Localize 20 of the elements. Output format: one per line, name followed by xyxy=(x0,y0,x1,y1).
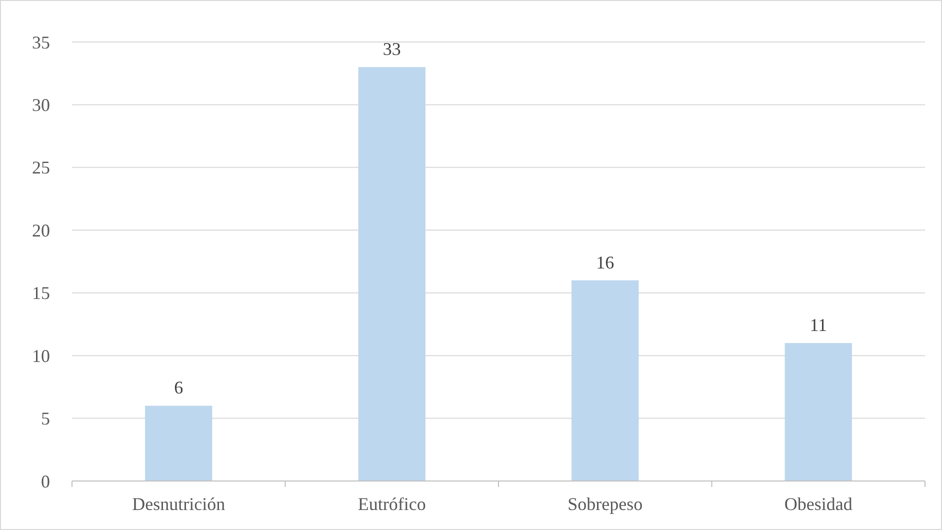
data-label: 16 xyxy=(596,252,614,272)
data-label: 33 xyxy=(382,39,401,60)
y-tick-label: 25 xyxy=(32,158,50,178)
y-tick-label: 5 xyxy=(41,408,50,429)
x-tick-label: Sobrepeso xyxy=(568,494,643,514)
x-tick-label: Desnutrición xyxy=(132,494,226,514)
bar xyxy=(358,67,426,481)
y-tick-label: 10 xyxy=(32,346,50,366)
data-label: 6 xyxy=(174,378,184,398)
x-tick-label: Obesidad xyxy=(784,494,852,514)
bar xyxy=(784,343,852,481)
bar xyxy=(572,280,639,481)
y-tick-label: 15 xyxy=(32,283,50,304)
data-label: 11 xyxy=(810,315,828,336)
bar xyxy=(145,406,212,481)
y-tick-label: 30 xyxy=(32,95,50,116)
x-tick-label: Eutrófico xyxy=(358,494,426,514)
y-tick-label: 20 xyxy=(32,220,50,240)
y-tick-label: 35 xyxy=(32,32,50,52)
y-tick-label: 0 xyxy=(41,471,50,492)
